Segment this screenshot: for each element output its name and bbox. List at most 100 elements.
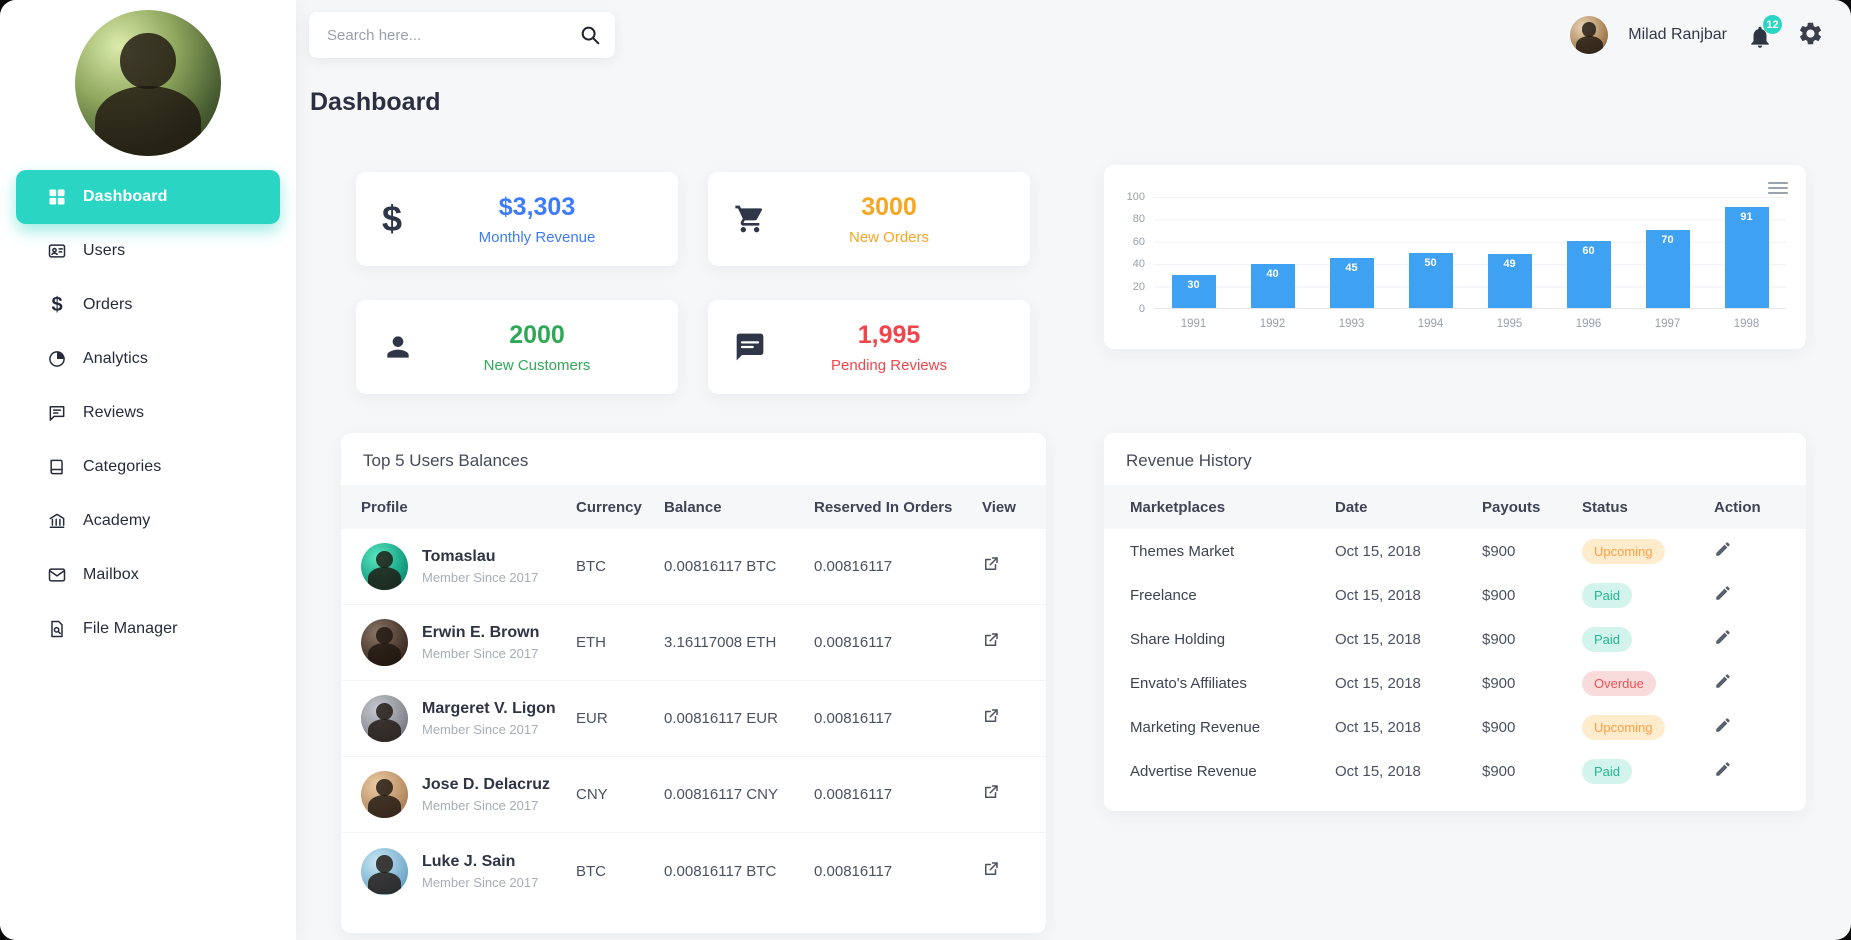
stat-label: New Orders: [848, 228, 930, 246]
column-header: View: [982, 498, 1016, 516]
balance-cell: 0.00816117 BTC: [664, 558, 777, 575]
column-header: Date: [1335, 498, 1368, 516]
users-card-icon: [46, 240, 68, 262]
dollar-icon: $: [51, 294, 63, 316]
x-axis-label: 1996: [1575, 318, 1602, 330]
bar-value-label: 70: [1661, 234, 1674, 247]
bar-chart-xaxis: 1991 1992 1993 1994 1995 1996 1997 1998: [1154, 318, 1786, 330]
bar-value-label: 50: [1424, 256, 1437, 269]
header-avatar[interactable]: [1570, 16, 1609, 54]
sidebar-item-analytics[interactable]: Analytics: [16, 332, 280, 386]
sidebar-item-label: Dashboard: [83, 188, 168, 205]
bar-1996[interactable]: 60: [1549, 197, 1628, 308]
stat-card-monthly-revenue: $ $3,303 Monthly Revenue: [356, 172, 678, 266]
search-box: [309, 12, 615, 58]
external-link-icon[interactable]: [982, 707, 1002, 727]
bar-1997[interactable]: 70: [1628, 197, 1707, 308]
chart-menu-icon[interactable]: [1768, 179, 1788, 197]
marketplace-cell: Envato's Affiliates: [1130, 674, 1247, 692]
notifications-button[interactable]: 12: [1747, 15, 1782, 51]
stat-card-pending-reviews: 1,995 Pending Reviews: [708, 300, 1030, 394]
sidebar-item-label: File Manager: [83, 620, 178, 637]
search-icon[interactable]: [579, 24, 601, 46]
edit-icon[interactable]: [1714, 584, 1734, 604]
bar-1995[interactable]: 49: [1470, 197, 1549, 308]
stat-card-new-customers: 2000 New Customers: [356, 300, 678, 394]
sidebar: Dashboard Users $ Orders Analytics: [0, 0, 296, 940]
balance-cell: 0.00816117 CNY: [664, 786, 778, 803]
status-badge: Paid: [1582, 626, 1633, 652]
revenue-bar-chart: 100 80 60 40 20 0 30 40 45 50 49 60 70 91 1991 1992 19…: [1104, 165, 1806, 349]
stat-label: Monthly Revenue: [478, 228, 596, 246]
member-since: Member Since 2017: [422, 646, 539, 661]
cart-icon: [734, 203, 774, 235]
reserved-cell: 0.00816117: [814, 558, 893, 575]
stat-card-new-orders: 3000 New Orders: [708, 172, 1030, 266]
reserved-cell: 0.00816117: [814, 634, 893, 651]
settings-button[interactable]: [1797, 20, 1827, 50]
profile-avatar: [75, 10, 221, 156]
date-cell: Oct 15, 2018: [1335, 586, 1421, 604]
table-row: Envato's Affiliates Oct 15, 2018 $900 Ov…: [1104, 661, 1806, 705]
sidebar-item-users[interactable]: Users: [16, 224, 280, 278]
external-link-icon[interactable]: [982, 631, 1002, 651]
marketplace-cell: Share Holding: [1130, 630, 1226, 648]
payout-cell: $900: [1482, 674, 1516, 692]
reserved-cell: 0.00816117: [814, 862, 893, 880]
table-row: Advertise Revenue Oct 15, 2018 $900 Paid: [1104, 749, 1806, 793]
stat-value: 1,995: [857, 320, 921, 349]
external-link-icon[interactable]: [982, 860, 1002, 880]
person-icon: [382, 331, 422, 363]
reserved-cell: 0.00816117: [814, 786, 893, 803]
bar-1998[interactable]: 91: [1707, 197, 1786, 308]
stat-label: New Customers: [483, 356, 591, 374]
chat-icon: [46, 402, 68, 424]
sidebar-item-academy[interactable]: Academy: [16, 494, 280, 548]
status-badge: Upcoming: [1582, 538, 1665, 564]
edit-icon[interactable]: [1714, 716, 1734, 736]
sidebar-item-label: Orders: [83, 296, 133, 313]
bar-1994[interactable]: 50: [1391, 197, 1470, 308]
x-axis-label: 1993: [1338, 318, 1365, 330]
table-row: Freelance Oct 15, 2018 $900 Paid: [1104, 573, 1806, 617]
date-cell: Oct 15, 2018: [1335, 762, 1421, 780]
external-link-icon[interactable]: [982, 783, 1002, 803]
edit-icon[interactable]: [1714, 672, 1734, 692]
column-header: Currency: [576, 498, 642, 516]
table-row: Erwin E. Brown Member Since 2017 ETH 3.1…: [341, 605, 1046, 681]
bar-value-label: 49: [1503, 257, 1516, 270]
sidebar-item-orders[interactable]: $ Orders: [16, 278, 280, 332]
stat-cards: $ $3,303 Monthly Revenue 3000 New Orders…: [356, 172, 1030, 394]
x-axis-label: 1992: [1259, 318, 1286, 330]
x-axis-label: 1991: [1180, 318, 1207, 330]
bar-value-label: 91: [1740, 211, 1753, 223]
sidebar-item-dashboard[interactable]: Dashboard: [16, 170, 280, 224]
edit-icon[interactable]: [1714, 628, 1734, 648]
revenue-history-card: Revenue History Marketplaces Date Payout…: [1104, 433, 1806, 811]
user-name: Tomaslau: [422, 548, 496, 565]
user-name: Jose D. Delacruz: [422, 776, 551, 793]
edit-icon[interactable]: [1714, 540, 1734, 560]
sidebar-item-mailbox[interactable]: Mailbox: [16, 548, 280, 602]
sidebar-item-label: Academy: [83, 512, 151, 529]
top-users-balances-card: Top 5 Users Balances Profile Currency Ba…: [341, 433, 1046, 933]
sidebar-item-categories[interactable]: Categories: [16, 440, 280, 494]
user-avatar: [361, 543, 408, 590]
sidebar-item-label: Mailbox: [83, 566, 139, 583]
bar-value-label: 45: [1345, 262, 1358, 275]
sidebar-item-file-manager[interactable]: File Manager: [16, 602, 280, 656]
card-title: Top 5 Users Balances: [363, 451, 529, 470]
user-name: Erwin E. Brown: [422, 624, 540, 641]
academy-icon: [46, 510, 68, 532]
search-input[interactable]: [327, 26, 579, 44]
edit-icon[interactable]: [1714, 760, 1734, 780]
external-link-icon[interactable]: [982, 555, 1002, 575]
bar-1993[interactable]: 45: [1312, 197, 1391, 308]
table-row: Themes Market Oct 15, 2018 $900 Upcoming: [1104, 529, 1806, 573]
sidebar-item-reviews[interactable]: Reviews: [16, 386, 280, 440]
bar-1992[interactable]: 40: [1233, 197, 1312, 308]
payout-cell: $900: [1482, 542, 1516, 560]
x-axis-label: 1995: [1496, 318, 1523, 330]
bar-1991[interactable]: 30: [1154, 197, 1233, 308]
